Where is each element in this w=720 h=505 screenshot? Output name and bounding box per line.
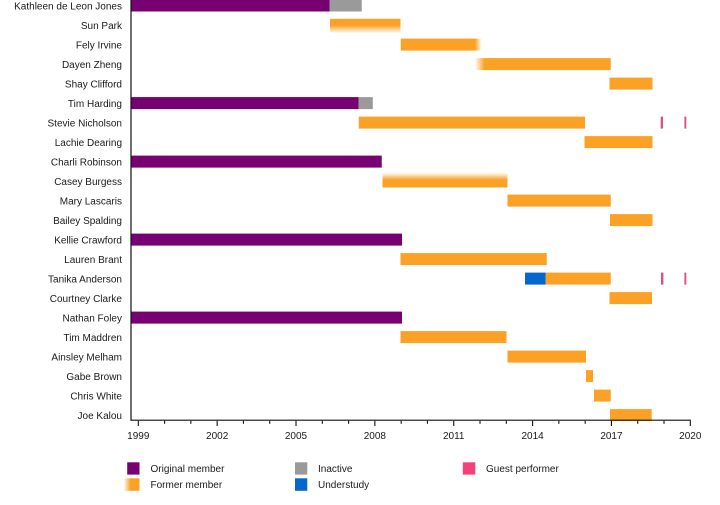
svg-text:Gabe Brown: Gabe Brown [66,372,122,383]
svg-text:Sun Park: Sun Park [81,21,123,32]
svg-text:2014: 2014 [521,431,544,442]
svg-text:Former member: Former member [151,480,223,491]
svg-text:2005: 2005 [285,431,308,442]
svg-text:2020: 2020 [679,431,702,442]
svg-text:Ainsley Melham: Ainsley Melham [51,353,122,364]
svg-text:Understudy: Understudy [318,480,369,491]
svg-text:Casey Burgess: Casey Burgess [54,177,122,188]
svg-text:Tim Harding: Tim Harding [68,99,122,110]
svg-text:Dayen Zheng: Dayen Zheng [62,60,122,71]
svg-text:Chris White: Chris White [70,392,122,403]
svg-text:Mary Lascaris: Mary Lascaris [60,197,122,208]
svg-text:Kellie Crawford: Kellie Crawford [54,236,122,247]
svg-text:Fely Irvine: Fely Irvine [76,41,123,52]
svg-text:2017: 2017 [600,431,623,442]
svg-text:2008: 2008 [364,431,387,442]
svg-text:Lachie Dearing: Lachie Dearing [55,138,122,149]
svg-text:Tim Maddren: Tim Maddren [63,333,122,344]
svg-text:Guest performer: Guest performer [486,464,559,475]
svg-text:1999: 1999 [127,431,150,442]
svg-text:Charli Robinson: Charli Robinson [51,158,122,169]
svg-text:Nathan Foley: Nathan Foley [63,314,122,325]
svg-text:Original member: Original member [151,464,226,475]
svg-text:Tanika Anderson: Tanika Anderson [48,275,122,286]
svg-text:Lauren Brant: Lauren Brant [64,255,122,266]
svg-text:Shay Clifford: Shay Clifford [65,80,122,91]
svg-text:Courtney Clarke: Courtney Clarke [50,294,123,305]
svg-text:Joe Kalou: Joe Kalou [78,411,122,422]
svg-text:Stevie Nicholson: Stevie Nicholson [48,119,122,130]
svg-text:2011: 2011 [443,431,465,442]
svg-text:Inactive: Inactive [318,464,353,475]
svg-text:Bailey Spalding: Bailey Spalding [53,216,122,227]
svg-text:2002: 2002 [206,431,229,442]
svg-text:Kathleen de Leon Jones: Kathleen de Leon Jones [14,2,122,13]
